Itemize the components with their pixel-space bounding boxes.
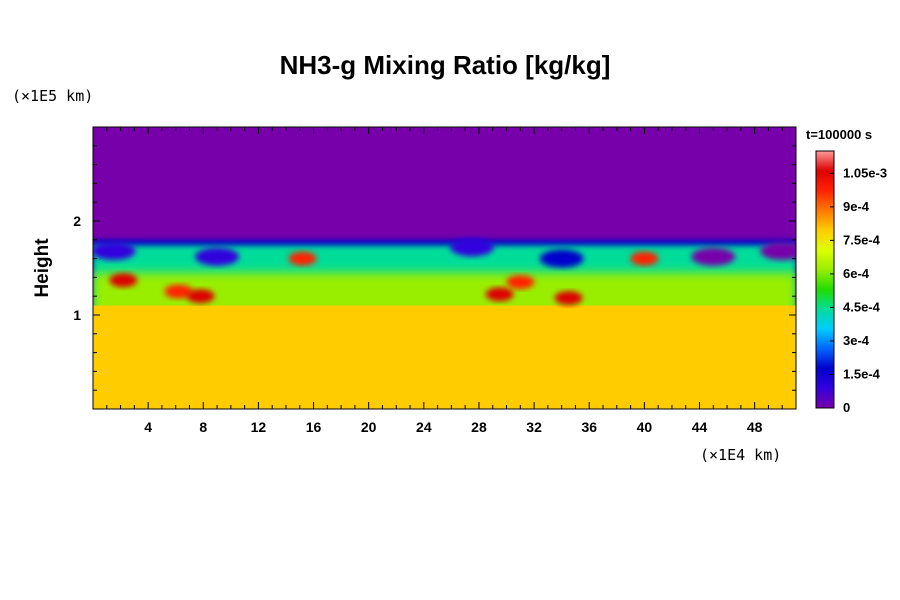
low-value-patch — [93, 242, 136, 261]
x-tick-label: 48 — [747, 419, 763, 435]
colorbar-tick-label: 7.5e-4 — [843, 232, 881, 247]
high-value-patch — [554, 291, 583, 306]
high-value-patch — [485, 287, 514, 302]
high-value-patch — [630, 251, 659, 266]
y-axis-label: Height — [32, 238, 53, 298]
x-tick-label: 40 — [637, 419, 653, 435]
colorbar-axis: 0 1.5e-4 3e-4 4.5e-4 6e-4 7.5e-4 9e-4 1.05e-3 — [830, 165, 887, 415]
low-value-patch — [539, 249, 584, 268]
colorbar-tick-label: 1.05e-3 — [843, 165, 887, 180]
colorbar-tick-label: 0 — [843, 400, 850, 415]
y-axis: 12 — [73, 145, 796, 391]
x-tick-label: 36 — [581, 419, 597, 435]
x-unit-label: (×1E4 km) — [700, 446, 781, 464]
x-tick-label: 32 — [526, 419, 542, 435]
high-value-patch — [164, 284, 193, 299]
y-tick-label: 1 — [73, 307, 81, 323]
high-value-patch — [109, 273, 138, 288]
x-tick-label: 12 — [251, 419, 267, 435]
x-tick-label: 44 — [692, 419, 708, 435]
x-tick-label: 24 — [416, 419, 432, 435]
plot-frame — [92, 126, 797, 410]
colorbar-tick-label: 9e-4 — [843, 199, 870, 214]
high-value-patch — [288, 251, 317, 266]
colorbar-tick-label: 1.5e-4 — [843, 366, 881, 381]
y-unit-label: (×1E5 km) — [12, 87, 93, 105]
low-value-patch — [195, 247, 240, 266]
low-value-patch — [450, 238, 495, 257]
x-axis: 4 8 12 16 20 24 28 32 36 40 44 48 — [92, 127, 797, 435]
colorbar-tick-label: 4.5e-4 — [843, 299, 881, 314]
colorbar-tick-label: 3e-4 — [843, 333, 870, 348]
heatmap-field — [93, 127, 796, 409]
colorbar — [815, 150, 835, 409]
x-tick-label: 4 — [144, 419, 152, 435]
mixed-layer — [93, 305, 796, 409]
high-value-patch — [506, 275, 535, 290]
colorbar-tick-label: 6e-4 — [843, 266, 870, 281]
x-tick-label: 16 — [306, 419, 322, 435]
low-value-patch — [691, 247, 736, 266]
time-label: t=100000 s — [806, 127, 872, 142]
high-value-patch — [186, 289, 215, 304]
y-tick-label: 2 — [73, 213, 81, 229]
x-tick-label: 20 — [361, 419, 377, 435]
x-tick-label: 28 — [471, 419, 487, 435]
chart-title: NH3-g Mixing Ratio [kg/kg] — [280, 50, 611, 80]
x-tick-label: 8 — [199, 419, 207, 435]
low-value-patch — [760, 242, 796, 261]
